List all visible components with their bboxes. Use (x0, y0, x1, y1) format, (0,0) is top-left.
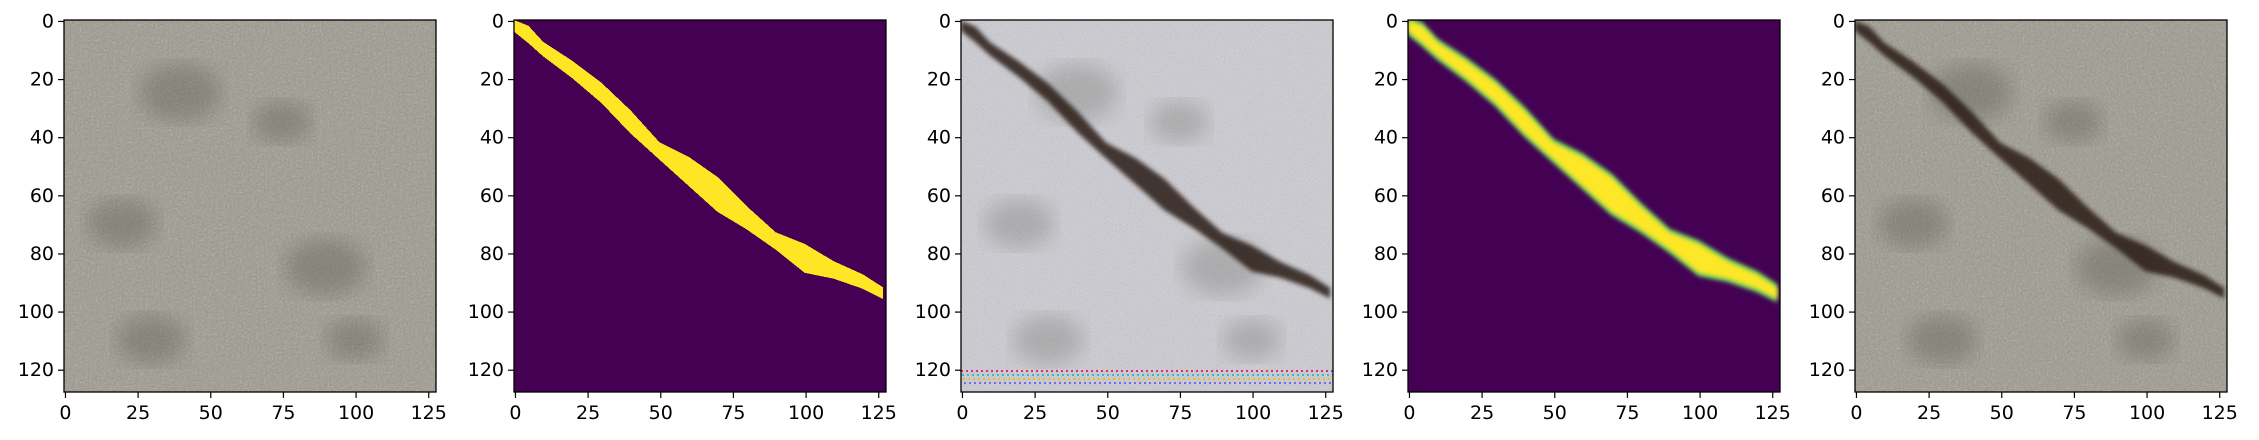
overlay-frame (1854, 19, 2228, 393)
y-tick-label: 40 (30, 127, 54, 149)
x-tick-label: 25 (1023, 402, 1047, 424)
reconstruction-image (961, 20, 1333, 392)
x-tick-label: 100 (338, 402, 374, 424)
y-tick-label: 40 (480, 127, 504, 149)
x-tick-label: 25 (1470, 402, 1494, 424)
y-tick-label: 60 (927, 185, 951, 207)
x-tick-label: 125 (1755, 402, 1791, 424)
y-tick-label: 120 (1809, 359, 1845, 381)
y-tick-label: 80 (480, 243, 504, 265)
y-tick-label: 80 (30, 243, 54, 265)
y-tick-label: 0 (939, 10, 951, 32)
panel-input-image: 0 25 50 75 100 125 0 20 40 60 80 100 120 (0, 0, 447, 440)
y-tick-label: 80 (1821, 243, 1845, 265)
y-tick-label: 120 (1362, 359, 1398, 381)
x-tick-label: 75 (721, 402, 745, 424)
input-image-plot: 0 25 50 75 100 125 0 20 40 60 80 100 120 (18, 10, 447, 424)
reconstruction-plot: 0 25 50 75 100 125 0 20 40 60 80 100 120 (915, 10, 1344, 424)
x-tick-label: 75 (271, 402, 295, 424)
x-tick-label: 0 (1403, 402, 1415, 424)
x-tick-label: 100 (1682, 402, 1718, 424)
x-tick-label: 50 (649, 402, 673, 424)
y-tick-label: 100 (18, 301, 54, 323)
ground-truth-mask-frame (513, 19, 887, 393)
x-tick-label: 100 (788, 402, 824, 424)
y-tick-label: 60 (1374, 185, 1398, 207)
x-tick-label: 75 (1168, 402, 1192, 424)
y-tick-label: 0 (42, 10, 54, 32)
reconstruction-frame (960, 19, 1334, 393)
input-image-frame (63, 19, 437, 393)
x-tick-label: 50 (1543, 402, 1567, 424)
y-tick-label: 120 (468, 359, 504, 381)
x-tick-label: 25 (1917, 402, 1941, 424)
predicted-mask-frame (1407, 19, 1781, 393)
y-tick-label: 80 (927, 243, 951, 265)
y-tick-label: 60 (480, 185, 504, 207)
x-tick-label: 125 (861, 402, 897, 424)
overlay-image (1855, 20, 2227, 392)
predicted-mask-image (1408, 20, 1780, 392)
y-tick-label: 100 (1362, 301, 1398, 323)
y-tick-label: 60 (30, 185, 54, 207)
x-tick-label: 100 (2129, 402, 2165, 424)
x-tick-label: 50 (1096, 402, 1120, 424)
overlay-plot: 0 25 50 75 100 125 0 20 40 60 80 100 120 (1809, 10, 2238, 424)
panel-predicted-mask: 0 25 50 75 100 125 0 20 40 60 80 100 120 (1344, 0, 1791, 440)
y-tick-label: 40 (927, 127, 951, 149)
y-tick-label: 100 (915, 301, 951, 323)
x-tick-label: 25 (126, 402, 150, 424)
x-tick-label: 125 (2202, 402, 2238, 424)
y-tick-label: 20 (1374, 69, 1398, 91)
y-tick-label: 60 (1821, 185, 1845, 207)
x-tick-label: 0 (956, 402, 968, 424)
x-tick-label: 100 (1235, 402, 1271, 424)
x-tick-label: 0 (1850, 402, 1862, 424)
y-tick-label: 100 (1809, 301, 1845, 323)
y-tick-label: 40 (1821, 127, 1845, 149)
y-tick-label: 20 (927, 69, 951, 91)
x-tick-label: 75 (2062, 402, 2086, 424)
y-tick-label: 20 (30, 69, 54, 91)
y-tick-label: 20 (1821, 69, 1845, 91)
x-tick-label: 50 (1990, 402, 2014, 424)
y-tick-label: 40 (1374, 127, 1398, 149)
ground-truth-mask-plot: 0 25 50 75 100 125 0 20 40 60 80 100 120 (468, 10, 897, 424)
x-tick-label: 25 (576, 402, 600, 424)
x-tick-label: 0 (509, 402, 521, 424)
predicted-mask-plot: 0 25 50 75 100 125 0 20 40 60 80 100 120 (1362, 10, 1791, 424)
x-tick-label: 50 (199, 402, 223, 424)
x-tick-label: 75 (1615, 402, 1639, 424)
x-tick-label: 125 (411, 402, 447, 424)
panel-ground-truth-mask: 0 25 50 75 100 125 0 20 40 60 80 100 120 (450, 0, 897, 440)
panel-reconstruction: 0 25 50 75 100 125 0 20 40 60 80 100 120 (897, 0, 1344, 440)
y-tick-label: 120 (915, 359, 951, 381)
y-tick-label: 0 (492, 10, 504, 32)
x-tick-label: 125 (1308, 402, 1344, 424)
ground-truth-mask-image (514, 20, 886, 392)
y-tick-label: 100 (468, 301, 504, 323)
x-tick-label: 0 (59, 402, 71, 424)
y-tick-label: 20 (480, 69, 504, 91)
y-tick-label: 0 (1833, 10, 1845, 32)
y-tick-label: 120 (18, 359, 54, 381)
y-tick-label: 80 (1374, 243, 1398, 265)
input-image-image (64, 20, 436, 392)
panel-overlay: 0 25 50 75 100 125 0 20 40 60 80 100 120 (1791, 0, 2238, 440)
y-tick-label: 0 (1386, 10, 1398, 32)
